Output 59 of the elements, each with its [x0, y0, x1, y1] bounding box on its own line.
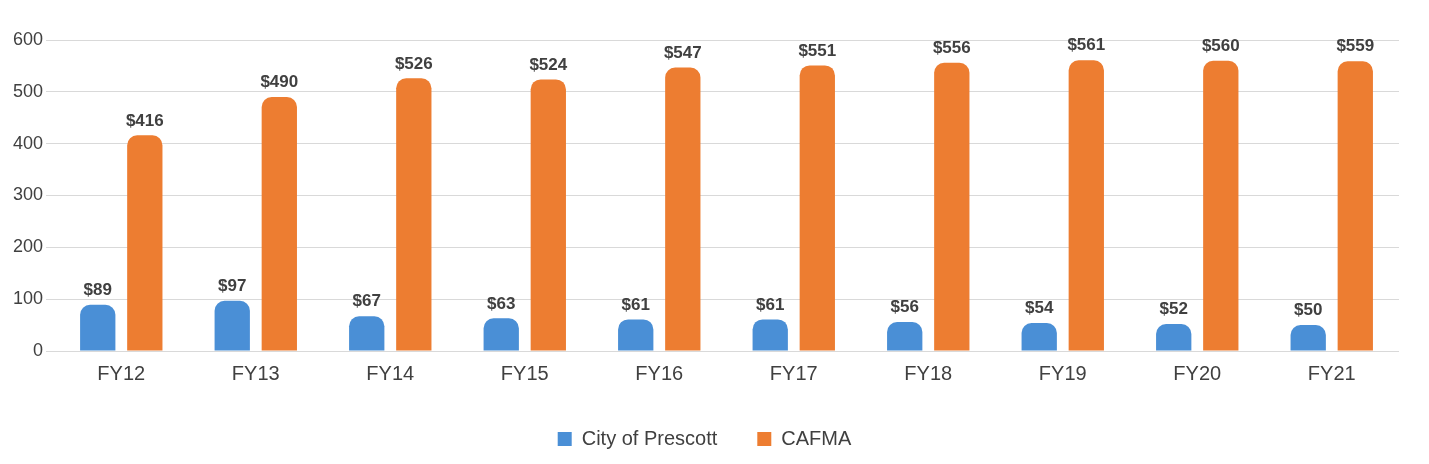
- data-label: $547: [663, 42, 702, 62]
- x-tick-label: FY16: [635, 361, 684, 384]
- data-label: $559: [1336, 36, 1375, 56]
- x-tick-label: FY12: [97, 361, 146, 384]
- bar: [1203, 60, 1239, 351]
- data-label: $61: [621, 294, 650, 314]
- bar: [1021, 323, 1057, 351]
- bar: [214, 300, 250, 351]
- data-label: $551: [798, 40, 837, 60]
- x-tick-label: FY14: [366, 361, 415, 384]
- bar: [1290, 325, 1326, 351]
- data-label: $54: [1025, 298, 1054, 318]
- bar: [1156, 324, 1192, 351]
- bar: [799, 65, 835, 351]
- x-tick-label: FY15: [500, 361, 549, 384]
- data-label: $56: [890, 297, 919, 317]
- data-label: $52: [1159, 299, 1188, 319]
- bar: [483, 318, 519, 351]
- data-label: $526: [394, 53, 433, 73]
- x-tick-label: FY18: [904, 361, 953, 384]
- bar: [665, 67, 701, 351]
- y-tick-label: 0: [33, 339, 44, 360]
- bar: [349, 316, 385, 351]
- x-tick-label: FY21: [1307, 361, 1356, 384]
- legend-label: City of Prescott: [581, 426, 718, 449]
- data-label: $416: [125, 110, 164, 130]
- bar: [934, 62, 970, 351]
- bar: [887, 321, 923, 351]
- data-label: $561: [1067, 35, 1106, 55]
- bar: [80, 304, 116, 351]
- bar: [618, 319, 654, 351]
- y-tick-label: 600: [12, 28, 44, 49]
- y-tick-label: 400: [12, 132, 44, 153]
- data-label: $67: [352, 291, 381, 311]
- y-tick-label: 500: [12, 80, 44, 101]
- y-tick-label: 300: [12, 184, 44, 205]
- y-tick-label: 200: [12, 236, 44, 257]
- bar: [530, 79, 566, 351]
- x-tick-label: FY13: [231, 361, 280, 384]
- data-label: $524: [529, 54, 568, 74]
- x-tick-label: FY20: [1173, 361, 1222, 384]
- data-label: $560: [1201, 35, 1240, 55]
- bar: [261, 97, 297, 351]
- bar: [1068, 60, 1104, 351]
- data-label: $490: [260, 72, 299, 92]
- data-label: $89: [83, 280, 112, 300]
- bar: [1337, 61, 1373, 351]
- bar: [396, 78, 432, 351]
- data-label: $556: [932, 37, 971, 57]
- bar: [752, 319, 788, 351]
- bar: [127, 135, 163, 351]
- legend-label: CAFMA: [781, 426, 852, 449]
- data-label: $63: [487, 293, 516, 313]
- x-tick-label: FY17: [769, 361, 818, 384]
- data-label: $97: [218, 275, 247, 295]
- y-tick-label: 100: [12, 288, 44, 309]
- data-label: $61: [756, 294, 785, 314]
- data-label: $50: [1294, 300, 1323, 320]
- x-tick-label: FY19: [1038, 361, 1087, 384]
